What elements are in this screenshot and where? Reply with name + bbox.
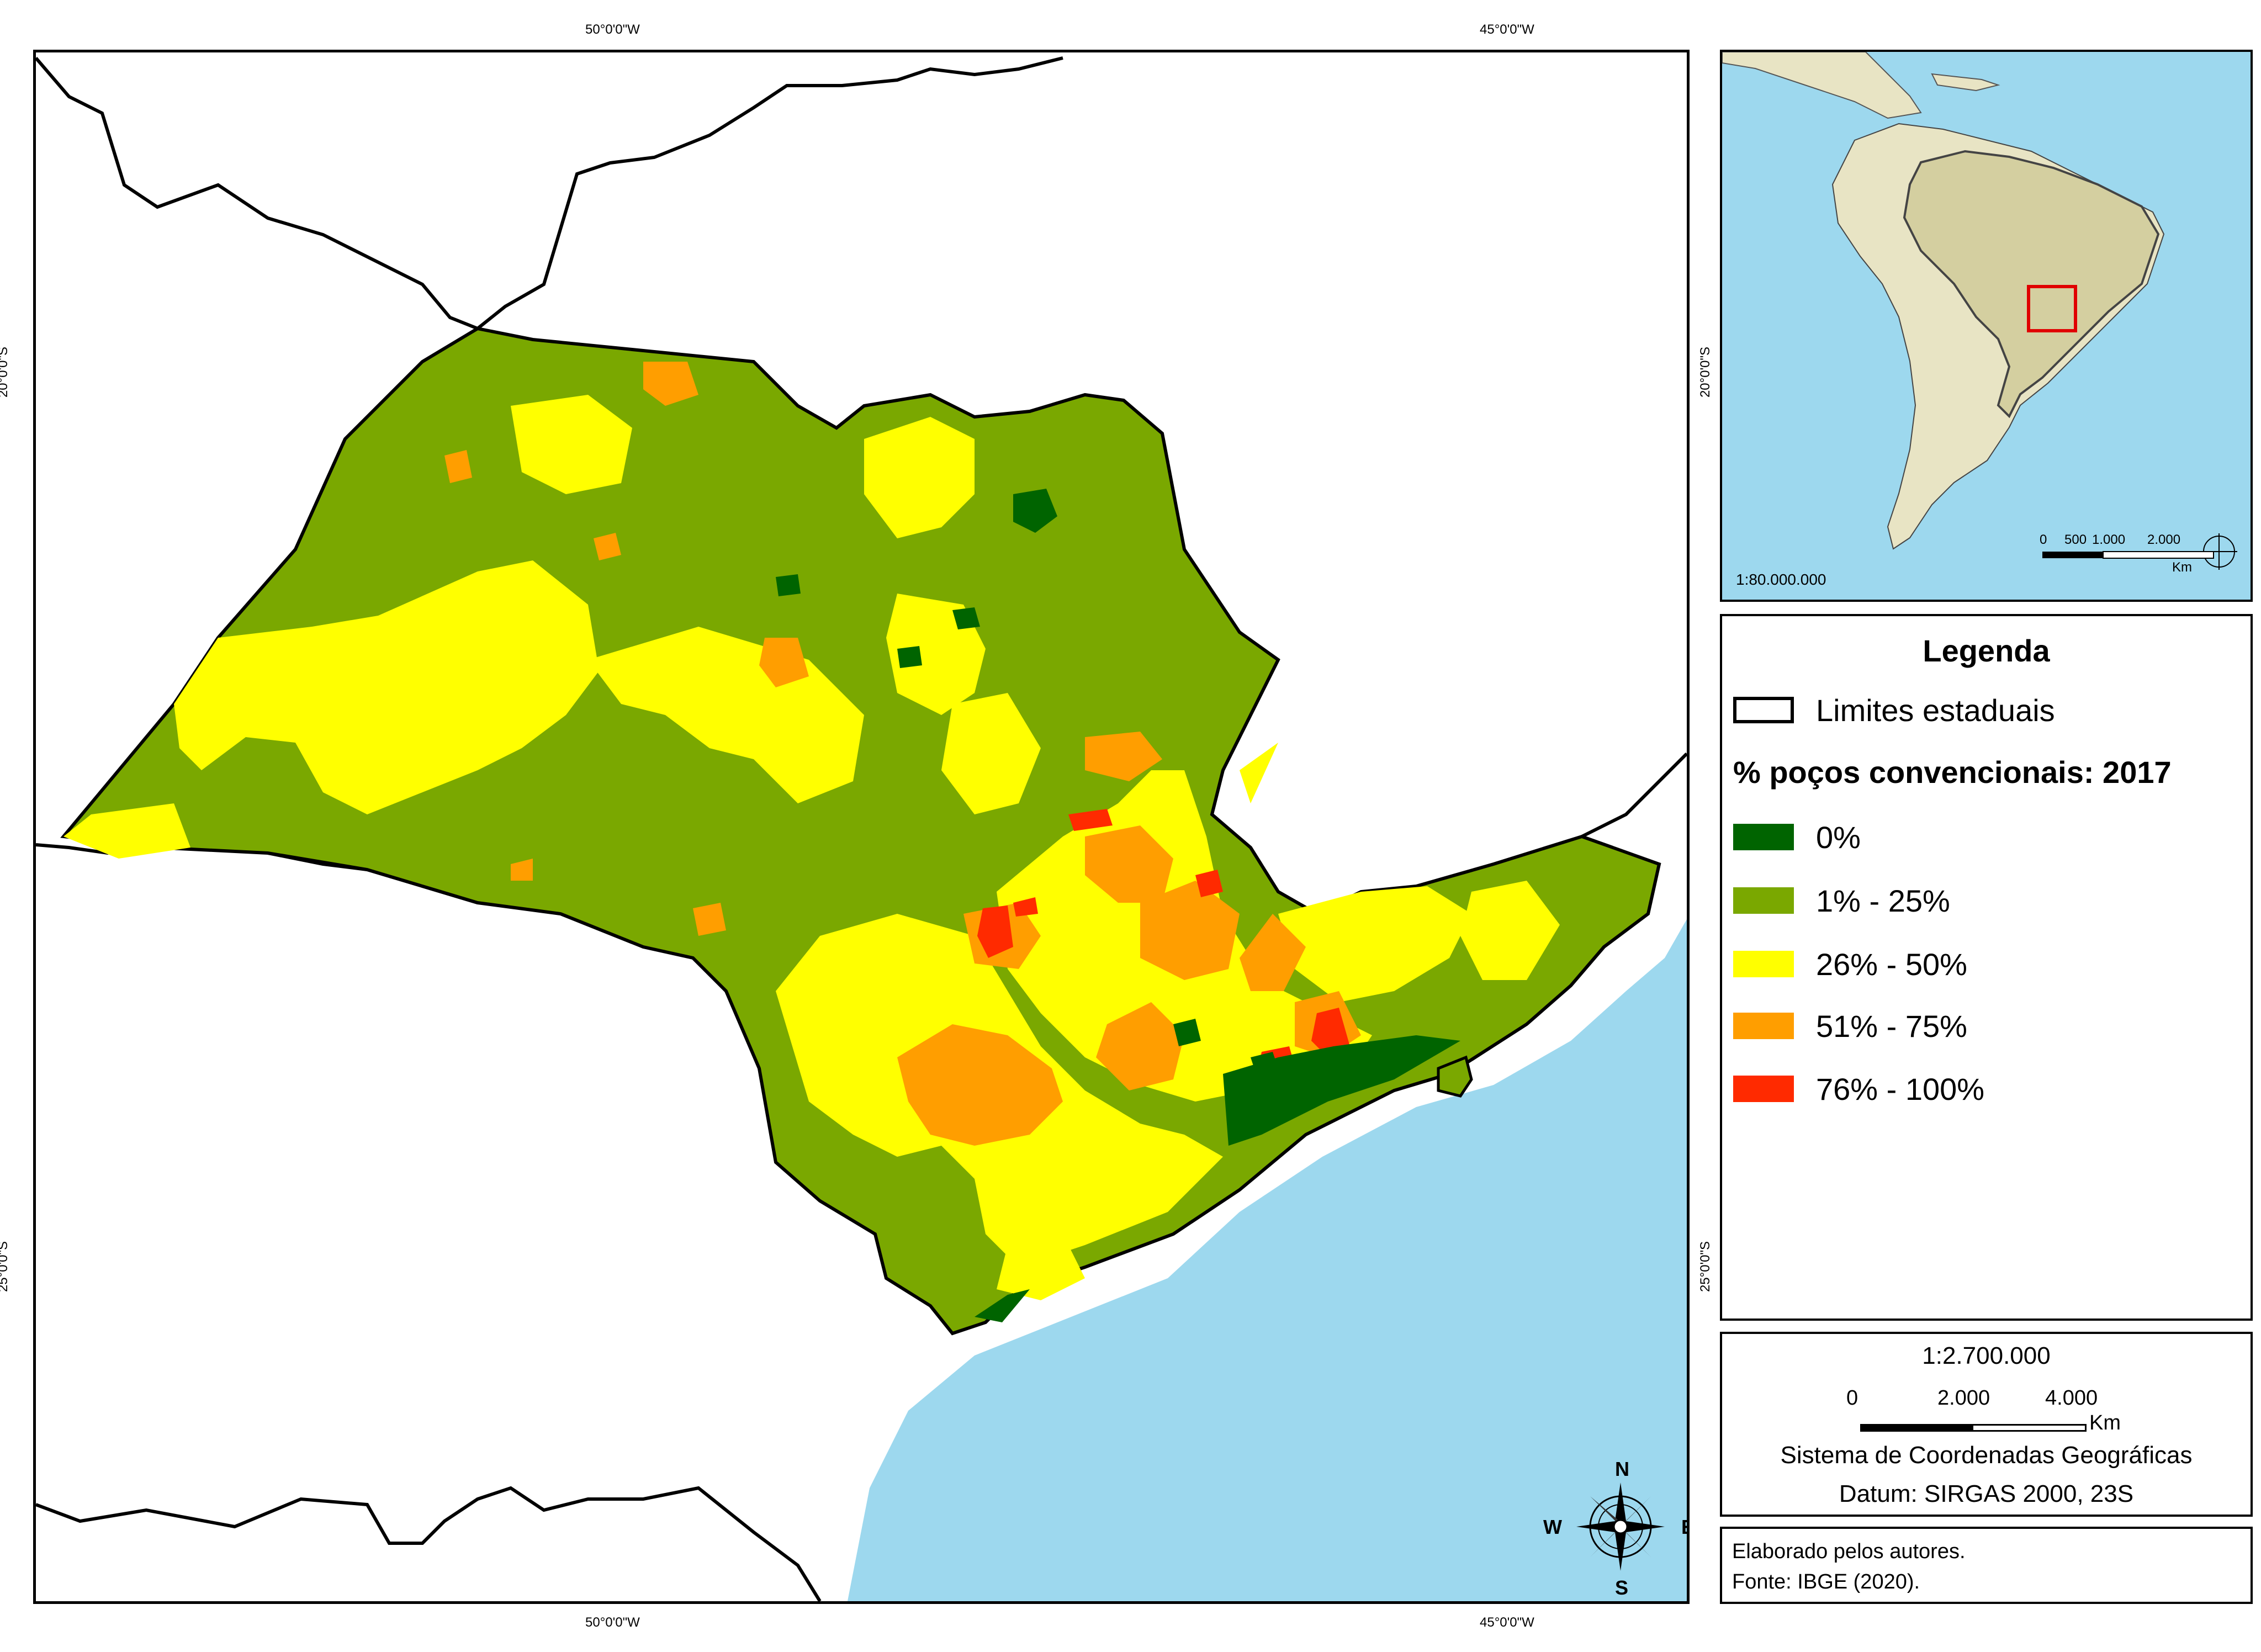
legend-label-3: 51% - 75% (1816, 1008, 1967, 1044)
scale-tick-2000: 2.000 (1937, 1386, 1990, 1410)
swatch-0 (1733, 824, 1794, 850)
legend-row-class-2: 26% - 50% (1733, 946, 1967, 982)
scale-bar-white (1973, 1426, 2085, 1430)
legend-panel: Legenda Limites estaduais % poços conven… (1720, 614, 2253, 1321)
lat-label-right-bottom: 25°0'0"S (1698, 1241, 1713, 1293)
lat-label-right-top: 20°0'0"S (1698, 346, 1713, 398)
inset-scale-bar-black (2042, 552, 2103, 558)
legend-row-class-0: 0% (1733, 819, 1861, 855)
legend-row-class-3: 51% - 75% (1733, 1008, 1967, 1044)
lon-label-top-left: 50°0'0"W (585, 22, 640, 37)
scale-panel: 1:2.700.000 0 2.000 4.000 Km Sistema de … (1720, 1332, 2253, 1517)
legend-boundary-label: Limites estaduais (1816, 692, 2055, 728)
compass-e: E (1681, 1516, 1687, 1539)
inset-caribbean (1931, 73, 2000, 92)
lat-label-left-top: 20°0'0"S (0, 346, 11, 398)
inset-scale-tick-0: 0 (2040, 532, 2047, 547)
legend-label-0: 0% (1816, 819, 1861, 855)
scale-tick-0: 0 (1846, 1386, 1858, 1410)
inset-scale-ratio: 1:80.000.000 (1736, 571, 1826, 588)
scale-ratio: 1:2.700.000 (1922, 1342, 2051, 1369)
ocean-area (848, 919, 1687, 1601)
legend-title: Legenda (1923, 633, 2050, 668)
lat-label-left-bottom: 25°0'0"S (0, 1241, 11, 1293)
compass-icon (1576, 1482, 1665, 1571)
credits-line-1: Elaborado pelos autores. (1732, 1540, 1966, 1563)
credits-panel: Elaborado pelos autores. Fonte: IBGE (20… (1720, 1527, 2253, 1604)
boundary-north-east (476, 56, 1063, 330)
legend-row-boundary: Limites estaduais (1733, 692, 2055, 728)
legend-row-class-1: 1% - 25% (1733, 883, 1950, 918)
scale-bar-black (1862, 1426, 1973, 1430)
legend-row-class-4: 76% - 100% (1733, 1071, 1985, 1106)
crs-line-2: Datum: SIRGAS 2000, 23S (1839, 1480, 2134, 1507)
scale-tick-4000: 4.000 (2045, 1386, 2098, 1410)
inset-central-america (1722, 52, 1922, 119)
compass-n: N (1615, 1458, 1629, 1480)
legend-label-1: 1% - 25% (1816, 883, 1950, 918)
scale-bar (1860, 1424, 2087, 1432)
compass-rose: N S W E (1543, 1458, 1687, 1599)
credits-line-2: Fonte: IBGE (2020). (1732, 1570, 1920, 1593)
island-ilhabela (1437, 1055, 1473, 1098)
inset-scale-tick-500: 500 (2064, 532, 2087, 547)
swatch-1 (1733, 887, 1794, 914)
inset-brazil (1903, 150, 2160, 419)
lon-label-top-right: 45°0'0"W (1480, 22, 1534, 37)
main-map[interactable]: N S W E (33, 50, 1690, 1604)
inset-scale-bar-white (2103, 551, 2214, 559)
inset-scale-unit: Km (2172, 560, 2192, 575)
lon-label-bottom-right: 45°0'0"W (1480, 1615, 1534, 1630)
compass-s: S (1615, 1576, 1629, 1599)
class-51-75-regions (444, 362, 1361, 1146)
class-0-regions (776, 489, 1460, 1322)
compass-w: W (1543, 1516, 1562, 1538)
legend-label-2: 26% - 50% (1816, 946, 1967, 982)
main-map-svg (36, 56, 1687, 1601)
inset-scale-tick-1000: 1.000 (2092, 532, 2126, 547)
legend-label-4: 76% - 100% (1816, 1071, 1985, 1106)
lon-label-bottom-left: 50°0'0"W (585, 1615, 640, 1630)
scale-unit: Km (2089, 1411, 2121, 1434)
crs-line-1: Sistema de Coordenadas Geográficas (1780, 1442, 2193, 1469)
boundary-south (36, 1486, 822, 1601)
inset-highlight-box (2027, 285, 2077, 332)
inset-map[interactable]: 1:80.000.000 0 500 1.000 2.000 Km (1720, 50, 2253, 602)
swatch-3 (1733, 1013, 1794, 1039)
legend-heading: % poços convencionais: 2017 (1733, 755, 2172, 790)
swatch-4 (1733, 1076, 1794, 1102)
boundary-swatch (1733, 697, 1794, 723)
swatch-2 (1733, 951, 1794, 977)
inset-map-svg (1722, 52, 2237, 570)
inset-scale-tick-2000: 2.000 (2147, 532, 2181, 547)
